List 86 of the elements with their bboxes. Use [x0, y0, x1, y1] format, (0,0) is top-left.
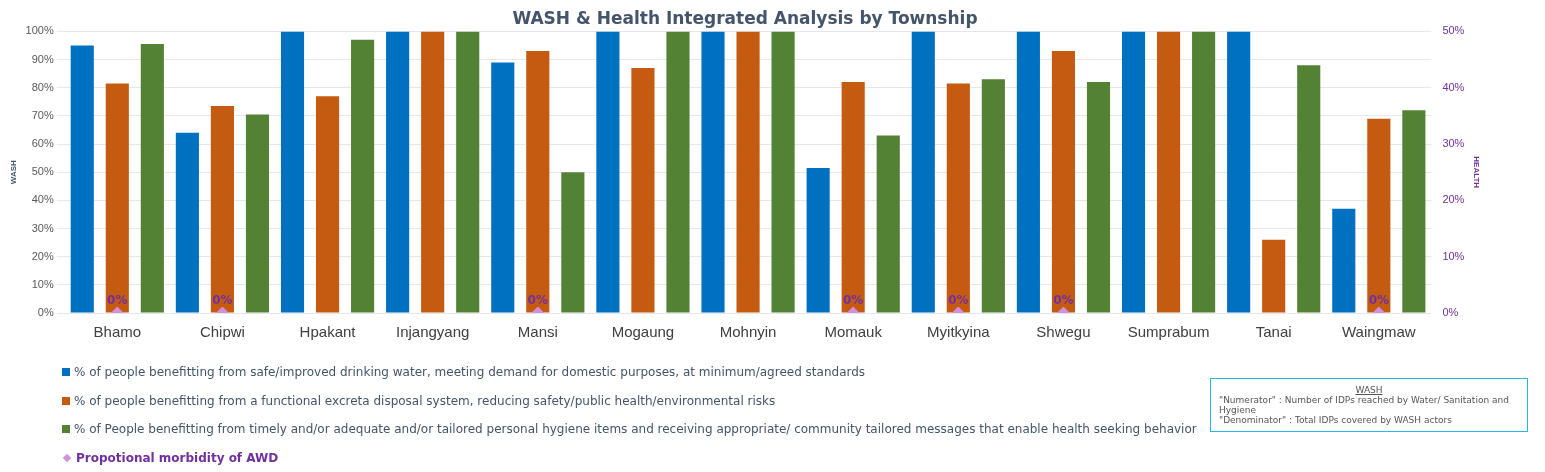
y-tick-label: 20%	[31, 249, 54, 262]
bar	[351, 39, 375, 313]
y-tick-label: 90%	[31, 52, 54, 65]
y-tick-label: 60%	[31, 137, 54, 150]
bar	[245, 114, 270, 313]
bar	[1227, 31, 1251, 313]
bar	[1086, 82, 1111, 313]
y2-tick-label: 50%	[1442, 24, 1465, 37]
x-tick-label: Mogaung	[611, 323, 675, 341]
x-tick-label: Mohnyin	[719, 323, 777, 341]
x-tick-label: Mansi	[517, 323, 558, 341]
x-tick-label: Shwegu	[1036, 323, 1091, 341]
bar	[421, 31, 445, 313]
bar	[1402, 110, 1426, 313]
bar	[175, 132, 199, 313]
y-tick-label: 30%	[31, 221, 54, 234]
bar	[911, 31, 935, 313]
legend-label: Propotional morbidity of AWD	[76, 450, 279, 465]
bar	[526, 51, 550, 313]
data-label: 0%	[107, 293, 128, 308]
legend-label: % of people benefitting from safe/improved drinking water, meeting demand for domestic purposes, at minimum/agreed standards	[74, 365, 866, 380]
x-tick-label: Bhamo	[93, 323, 142, 341]
legend-label: % of People benefitting from timely and/or adequate and/or tailored personal hygiene items and receiving appropriate/ community tailored messages that enable health seeking behavior	[74, 422, 1197, 437]
bar	[70, 45, 94, 313]
data-label: 0%	[1053, 293, 1074, 308]
bar	[946, 83, 970, 313]
y2-tick-label: 20%	[1442, 193, 1465, 206]
data-label: 0%	[948, 293, 969, 308]
data-label: 0%	[212, 293, 233, 308]
bar	[386, 31, 410, 313]
chart-title: WASH & Health Integrated Analysis by Township	[512, 7, 978, 28]
y-tick-label: 100%	[25, 24, 54, 37]
bar	[596, 31, 620, 313]
bar	[1192, 31, 1216, 313]
bar	[631, 68, 655, 313]
y-tick-label: 0%	[37, 306, 54, 319]
bar	[1121, 31, 1146, 313]
bar	[280, 31, 305, 313]
x-tick-label: Sumprabum	[1127, 323, 1210, 341]
bar	[1332, 208, 1356, 313]
x-tick-label: Injangyang	[395, 323, 470, 341]
bar	[105, 83, 129, 313]
bar	[561, 172, 585, 313]
y2-tick-label: 0%	[1442, 306, 1459, 319]
y-tick-label: 10%	[31, 277, 54, 290]
data-label: 0%	[527, 293, 548, 308]
bar	[1262, 239, 1286, 313]
y2-axis-title: HEALTH	[1472, 156, 1481, 189]
y-axis-title: WASH	[9, 159, 18, 185]
x-tick-label: Tanai	[1255, 323, 1292, 341]
bar	[736, 31, 760, 313]
bar	[315, 96, 340, 313]
bar	[456, 31, 480, 313]
x-tick-label: Waingmaw	[1342, 323, 1416, 341]
text: WASH	[1354, 385, 1384, 395]
legend-label: % of people benefitting from a functional excreta disposal system, reducing safety/public health/environmental risks	[74, 393, 776, 408]
text: "Numerator" : Number of IDPs reached by Water/ Sanitation and Hygiene	[1219, 395, 1510, 415]
bar	[1297, 65, 1321, 313]
bar	[876, 135, 900, 313]
data-label: 0%	[1368, 293, 1390, 308]
bar	[771, 31, 795, 313]
y-tick-label: 80%	[31, 80, 54, 93]
x-tick-label: Chipwi	[199, 323, 245, 341]
bar	[841, 82, 865, 313]
x-tick-label: Momauk	[824, 323, 883, 341]
bar	[140, 44, 164, 313]
bar	[1367, 118, 1391, 313]
bar	[491, 62, 515, 313]
bar	[666, 31, 690, 313]
data-label: 0%	[843, 293, 864, 308]
y2-tick-label: 30%	[1442, 137, 1465, 150]
y2-tick-label: 10%	[1442, 249, 1465, 262]
x-tick-label: Hpakant	[299, 323, 357, 341]
y-tick-label: 70%	[31, 108, 54, 121]
y2-tick-label: 40%	[1442, 80, 1465, 93]
y-tick-label: 50%	[31, 165, 54, 178]
text: "Denominator" : Total IDPs covered by WASH actors	[1219, 415, 1453, 425]
y-tick-label: 40%	[31, 193, 54, 206]
bar	[1016, 31, 1040, 313]
bar	[981, 79, 1005, 313]
bar	[1051, 51, 1075, 313]
bar	[806, 167, 830, 313]
bar	[1157, 31, 1181, 313]
x-tick-label: Myitkyina	[927, 323, 991, 341]
bar	[210, 106, 234, 313]
bar	[701, 31, 725, 313]
